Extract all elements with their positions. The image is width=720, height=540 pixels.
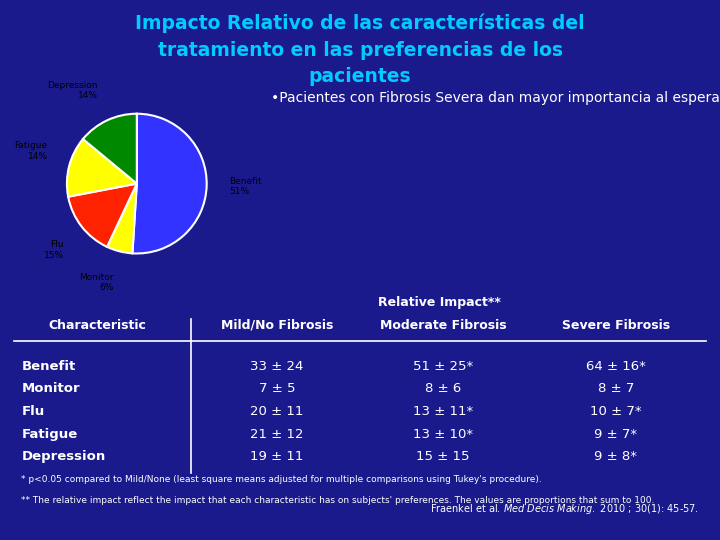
Text: Flu
15%: Flu 15%: [44, 240, 64, 260]
Wedge shape: [68, 184, 137, 247]
Text: 9 ± 8*: 9 ± 8*: [594, 450, 637, 463]
Text: Severe Fibrosis: Severe Fibrosis: [562, 319, 670, 332]
Text: 33 ± 24: 33 ± 24: [251, 360, 304, 373]
Text: Characteristic: Characteristic: [48, 319, 146, 332]
Text: 8 ± 6: 8 ± 6: [425, 382, 461, 395]
Text: ** The relative impact reflect the impact that each characteristic has on subjec: ** The relative impact reflect the impac…: [22, 496, 654, 505]
Text: Monitor
6%: Monitor 6%: [79, 273, 114, 292]
Text: Benefit
51%: Benefit 51%: [229, 177, 261, 196]
Text: Flu: Flu: [22, 405, 45, 418]
Text: 8 ± 7: 8 ± 7: [598, 382, 634, 395]
Text: * p<0.05 compared to Mild/None (least square means adjusted for multiple compari: * p<0.05 compared to Mild/None (least sq…: [22, 475, 542, 484]
Text: Fatigue: Fatigue: [22, 428, 78, 441]
Text: Impacto Relativo de las características del: Impacto Relativo de las características …: [135, 14, 585, 33]
Text: •Pacientes con Fibrosis Severa dan mayor importancia al esperado beneficio del t: •Pacientes con Fibrosis Severa dan mayor…: [271, 91, 720, 105]
Wedge shape: [132, 114, 207, 253]
Text: 13 ± 10*: 13 ± 10*: [413, 428, 473, 441]
Text: 21 ± 12: 21 ± 12: [251, 428, 304, 441]
Wedge shape: [83, 114, 137, 184]
Wedge shape: [107, 184, 137, 253]
Text: 10 ± 7*: 10 ± 7*: [590, 405, 642, 418]
Text: Fatigue
14%: Fatigue 14%: [14, 141, 48, 161]
Text: 9 ± 7*: 9 ± 7*: [594, 428, 637, 441]
Text: Monitor: Monitor: [22, 382, 80, 395]
Text: 7 ± 5: 7 ± 5: [258, 382, 295, 395]
Text: Mild/No Fibrosis: Mild/No Fibrosis: [221, 319, 333, 332]
Text: pacientes: pacientes: [309, 68, 411, 86]
Text: Benefit: Benefit: [22, 360, 76, 373]
Text: 51 ± 25*: 51 ± 25*: [413, 360, 473, 373]
Text: Depression: Depression: [22, 450, 106, 463]
Text: 19 ± 11: 19 ± 11: [251, 450, 304, 463]
Wedge shape: [67, 139, 137, 197]
Text: 15 ± 15: 15 ± 15: [416, 450, 469, 463]
Text: Fraenkel et al. $\mathit{Med\ Decis\ Making.}$ 2010 ; 30(1): 45-57.: Fraenkel et al. $\mathit{Med\ Decis\ Mak…: [431, 502, 698, 516]
Text: 20 ± 11: 20 ± 11: [251, 405, 304, 418]
Text: Depression
14%: Depression 14%: [47, 81, 97, 100]
Text: tratamiento en las preferencias de los: tratamiento en las preferencias de los: [158, 40, 562, 59]
Text: Relative Impact**: Relative Impact**: [378, 296, 501, 309]
Text: 13 ± 11*: 13 ± 11*: [413, 405, 473, 418]
Text: Moderate Fibrosis: Moderate Fibrosis: [379, 319, 506, 332]
Text: 64 ± 16*: 64 ± 16*: [586, 360, 646, 373]
